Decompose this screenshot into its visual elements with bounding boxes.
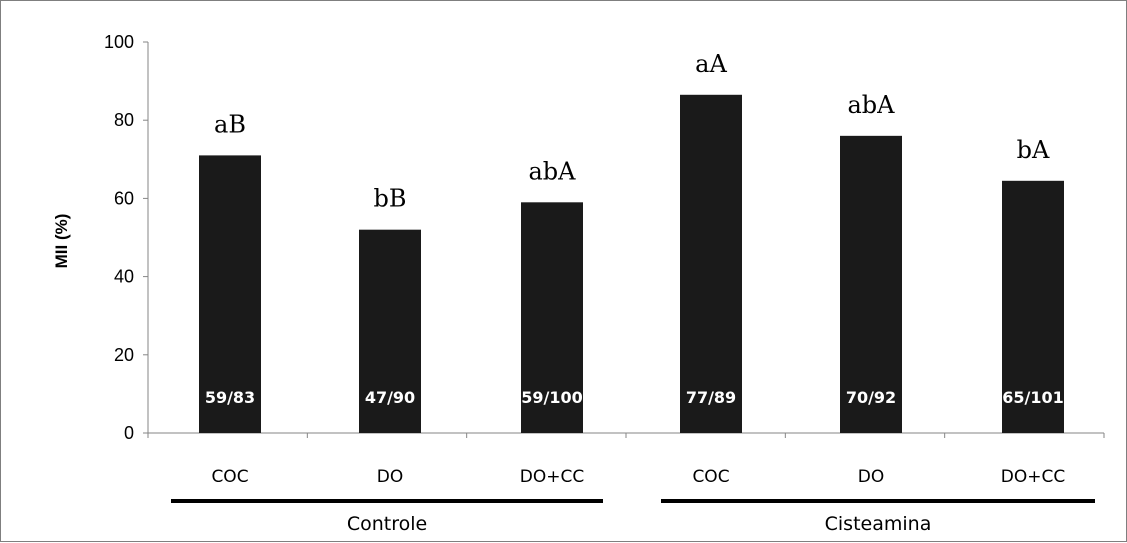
category-label: COC (211, 467, 248, 487)
category-label: DO (377, 467, 403, 487)
group-label: Controle (347, 513, 427, 535)
count-label: 77/89 (686, 388, 736, 407)
category-label: DO (858, 467, 884, 487)
bar (1002, 180, 1064, 433)
count-label: 47/90 (365, 388, 415, 407)
label-layer: aB 59/83 COC bB 47/90 DO abA 59/100 DO+CC aA 77/89… (171, 50, 1095, 535)
bar (521, 202, 583, 433)
bar (840, 135, 902, 433)
category-label: DO+CC (520, 467, 584, 487)
y-tick-label: 40 (114, 267, 134, 287)
significance-label: abA (847, 91, 895, 119)
bar-layer (199, 94, 1064, 433)
count-label: 65/101 (1002, 388, 1064, 407)
axis-layer: 0 20 40 60 80 100 (104, 32, 1105, 443)
category-label: DO+CC (1001, 467, 1065, 487)
significance-label: abA (528, 157, 576, 185)
count-label: 70/92 (846, 388, 896, 407)
bar (359, 229, 421, 433)
group-label: Cisteamina (825, 513, 932, 535)
y-tick-label: 20 (114, 345, 134, 365)
significance-label: bA (1017, 136, 1050, 164)
y-tick-label: 0 (124, 423, 134, 443)
count-label: 59/83 (205, 388, 255, 407)
significance-label: aA (695, 50, 727, 78)
y-axis-label: MII (%) (52, 214, 71, 269)
significance-label: bB (374, 185, 407, 213)
significance-label: aB (214, 110, 246, 138)
count-label: 59/100 (521, 388, 583, 407)
y-tick-label: 100 (104, 32, 134, 52)
bar (680, 94, 742, 433)
y-tick-label: 80 (114, 110, 134, 130)
category-label: COC (692, 467, 729, 487)
bar (199, 155, 261, 433)
y-tick-label: 60 (114, 188, 134, 208)
